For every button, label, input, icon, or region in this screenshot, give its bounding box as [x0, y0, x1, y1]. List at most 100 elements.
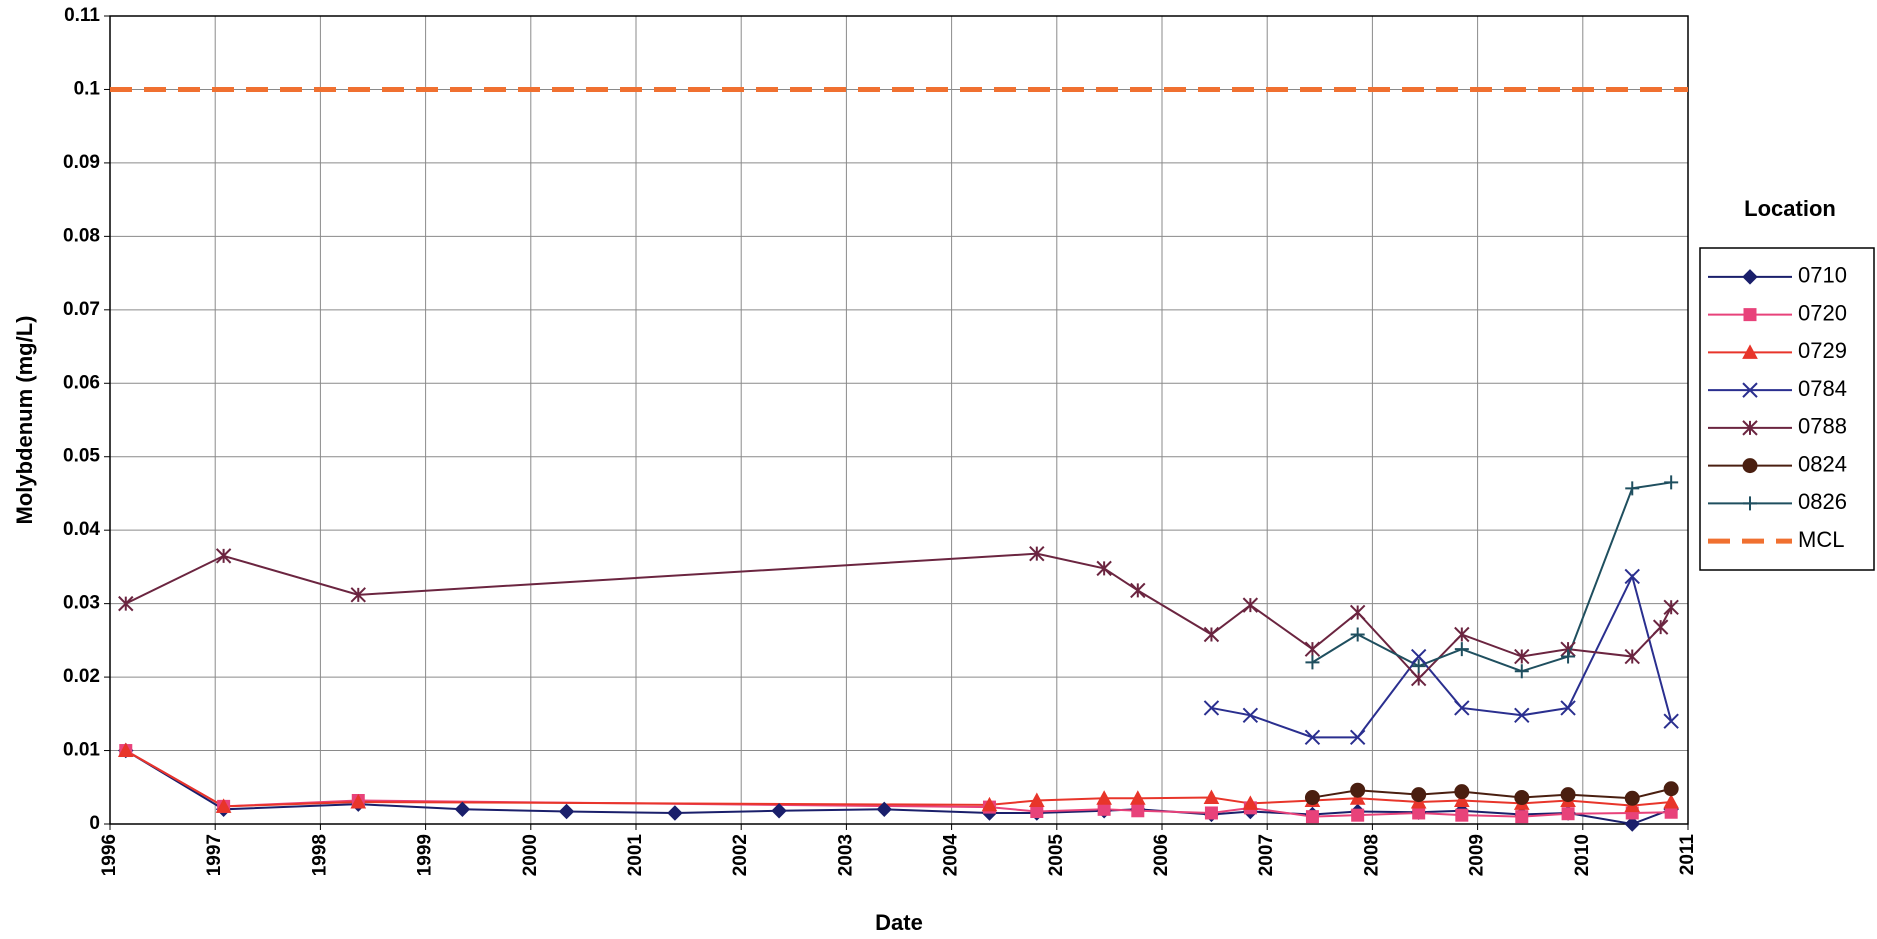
marker — [117, 742, 134, 758]
marker — [1514, 707, 1530, 723]
legend-marker — [1742, 269, 1758, 285]
y-axis-title: Molybdenum (mg/L) — [12, 316, 37, 525]
marker — [1029, 545, 1045, 562]
marker — [1652, 619, 1669, 635]
x-tick-label: 2003 — [835, 834, 856, 876]
marker — [1514, 648, 1530, 665]
marker — [1624, 790, 1640, 806]
marker — [1096, 790, 1112, 805]
y-tick-label: 0 — [89, 813, 100, 834]
marker — [1560, 787, 1576, 803]
y-tick-label: 0.04 — [63, 519, 100, 540]
y-tick-label: 0.01 — [63, 740, 100, 761]
marker — [1349, 604, 1366, 621]
marker — [1349, 729, 1366, 746]
legend-label: 0710 — [1798, 263, 1847, 288]
marker — [1561, 649, 1576, 664]
marker — [1203, 700, 1220, 716]
y-tick-label: 0.06 — [63, 372, 100, 393]
marker — [215, 548, 232, 564]
marker — [1304, 641, 1321, 657]
x-tick-label: 2011 — [1677, 834, 1698, 876]
marker — [1242, 597, 1259, 613]
x-tick-label: 2009 — [1467, 834, 1488, 876]
legend-label: 0784 — [1798, 376, 1847, 401]
marker — [1663, 713, 1679, 729]
marker — [1410, 648, 1427, 665]
marker — [350, 793, 367, 809]
marker — [1663, 793, 1680, 809]
marker — [1561, 807, 1575, 821]
marker — [1131, 804, 1145, 818]
marker — [1663, 781, 1679, 797]
legend-title: Location — [1744, 196, 1836, 221]
marker — [1130, 582, 1146, 599]
x-tick-label: 2005 — [1046, 834, 1067, 877]
legend-label: 0826 — [1798, 489, 1847, 514]
marker — [1351, 808, 1365, 822]
legend-label: 0824 — [1798, 451, 1847, 476]
marker — [1454, 642, 1469, 657]
marker — [1242, 707, 1259, 723]
marker — [1304, 790, 1320, 806]
x-tick-label: 2002 — [730, 834, 751, 876]
marker — [1242, 795, 1259, 810]
marker — [1305, 810, 1319, 824]
legend-marker — [1742, 344, 1758, 359]
x-tick-label: 2001 — [625, 834, 646, 877]
marker — [454, 801, 471, 818]
x-tick-label: 2004 — [941, 834, 962, 877]
series-line — [125, 749, 1672, 826]
legend-label: 0729 — [1798, 338, 1847, 363]
plot-frame — [109, 15, 1689, 825]
marker — [1096, 560, 1112, 577]
marker — [1203, 626, 1220, 643]
marker — [118, 595, 134, 612]
marker — [667, 805, 683, 821]
marker — [981, 796, 998, 812]
x-tick-label: 1997 — [204, 834, 225, 876]
marker — [1514, 790, 1530, 806]
legend-marker — [1743, 308, 1757, 322]
legend-marker — [1742, 420, 1758, 436]
marker — [1515, 810, 1529, 824]
marker — [876, 801, 892, 818]
x-tick-label: 2007 — [1256, 834, 1277, 876]
marker — [1410, 670, 1427, 687]
x-tick-label: 1999 — [415, 834, 436, 876]
marker — [1624, 568, 1640, 585]
marker — [771, 803, 787, 819]
marker — [1304, 729, 1321, 746]
legend-box — [1699, 247, 1875, 571]
y-tick-label: 0.05 — [63, 446, 100, 467]
y-tick-label: 0.02 — [63, 666, 100, 687]
marker — [1129, 790, 1146, 805]
y-tick-label: 0.03 — [63, 593, 100, 614]
legend-label: 0788 — [1798, 414, 1847, 439]
marker — [1664, 475, 1679, 490]
legend-marker — [1742, 382, 1758, 398]
series-line — [1311, 481, 1672, 673]
legend-marker — [1742, 458, 1758, 474]
marker — [350, 587, 366, 603]
x-tick-label: 2010 — [1572, 834, 1593, 876]
y-tick-label: 0.08 — [63, 225, 100, 246]
marker — [1455, 808, 1469, 822]
marker — [1412, 806, 1426, 820]
marker — [1624, 648, 1640, 665]
x-tick-label: 1998 — [309, 834, 330, 876]
x-tick-label: 2000 — [520, 834, 541, 876]
x-tick-label: 2006 — [1151, 834, 1172, 876]
legend-label: 0720 — [1798, 300, 1847, 325]
y-tick-label: 0.09 — [63, 152, 100, 173]
marker — [558, 803, 575, 820]
marker — [1411, 659, 1426, 674]
marker — [215, 798, 232, 813]
marker — [1350, 627, 1365, 642]
x-axis-title: Date — [875, 910, 923, 935]
marker — [1663, 599, 1679, 616]
marker — [1560, 700, 1576, 716]
marker — [1454, 700, 1470, 716]
y-tick-label: 0.11 — [64, 5, 100, 26]
marker — [1030, 805, 1044, 819]
